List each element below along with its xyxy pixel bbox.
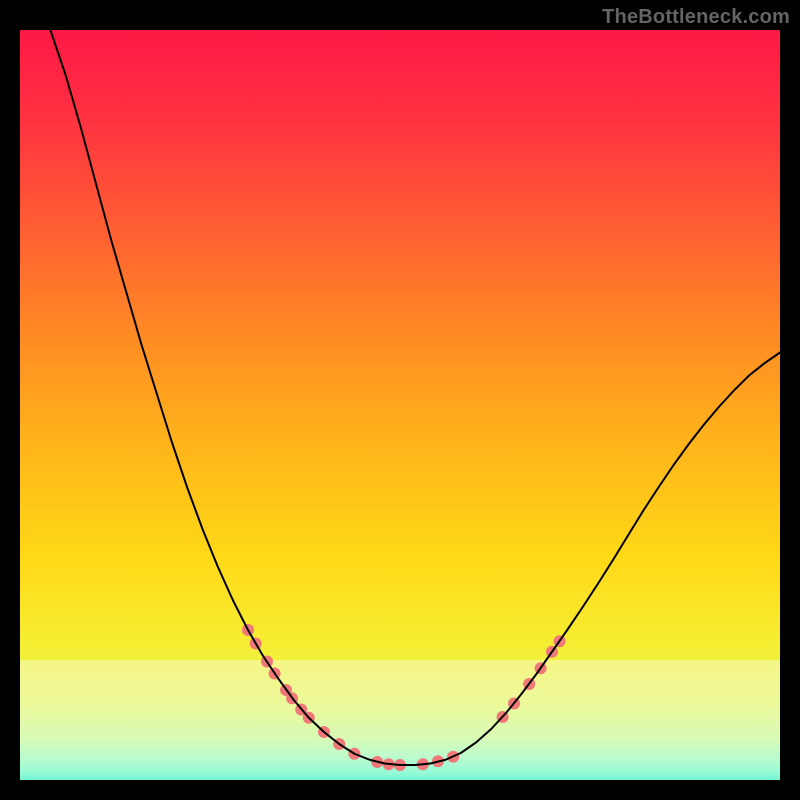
chart-wrapper: TheBottleneck.com [0,0,800,800]
watermark-text: TheBottleneck.com [602,6,790,29]
bottleneck-chart [20,30,780,780]
